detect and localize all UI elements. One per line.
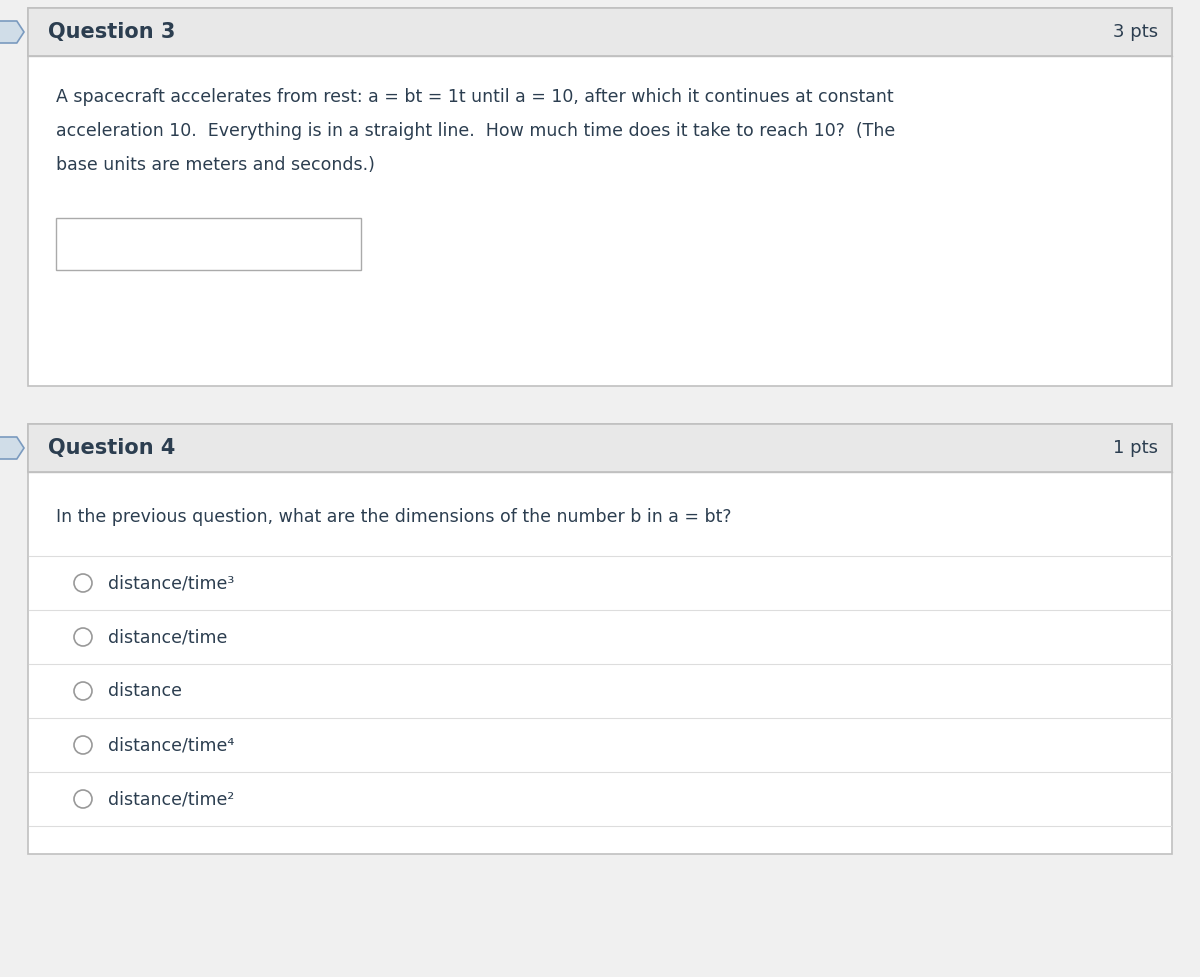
Bar bbox=[28, 8, 1172, 386]
Text: 3 pts: 3 pts bbox=[1112, 23, 1158, 41]
Text: distance: distance bbox=[108, 682, 182, 700]
Text: distance/time⁴: distance/time⁴ bbox=[108, 736, 234, 754]
Circle shape bbox=[74, 682, 92, 700]
Bar bbox=[28, 424, 1172, 472]
Circle shape bbox=[74, 736, 92, 754]
Bar bbox=[56, 218, 361, 270]
Text: distance/time: distance/time bbox=[108, 628, 227, 646]
Text: A spacecraft accelerates from rest: a = bt = 1t until a = 10, after which it con: A spacecraft accelerates from rest: a = … bbox=[56, 88, 894, 106]
Text: base units are meters and seconds.): base units are meters and seconds.) bbox=[56, 156, 374, 174]
Text: acceleration 10.  Everything is in a straight line.  How much time does it take : acceleration 10. Everything is in a stra… bbox=[56, 122, 895, 140]
Text: distance/time³: distance/time³ bbox=[108, 574, 234, 592]
Circle shape bbox=[74, 574, 92, 592]
Text: Question 3: Question 3 bbox=[48, 22, 175, 42]
Circle shape bbox=[74, 628, 92, 646]
Bar bbox=[28, 424, 1172, 854]
Polygon shape bbox=[0, 437, 24, 459]
Text: Question 4: Question 4 bbox=[48, 438, 175, 458]
Polygon shape bbox=[0, 21, 24, 43]
Text: distance/time²: distance/time² bbox=[108, 790, 234, 808]
Bar bbox=[28, 8, 1172, 56]
Text: In the previous question, what are the dimensions of the number b in a = bt?: In the previous question, what are the d… bbox=[56, 508, 732, 526]
Circle shape bbox=[74, 790, 92, 808]
Text: 1 pts: 1 pts bbox=[1114, 439, 1158, 457]
